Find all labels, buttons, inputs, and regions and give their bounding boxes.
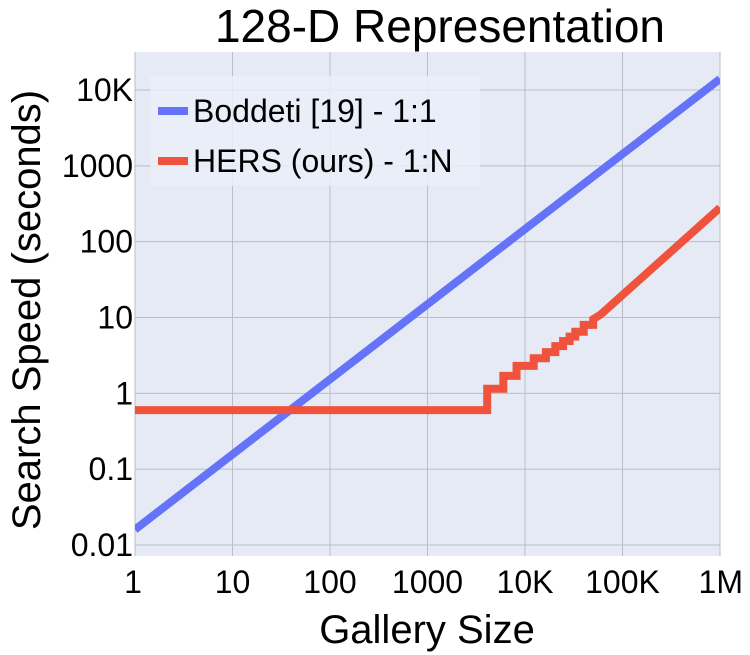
x-tick-label: 10: [215, 564, 251, 600]
series-line-2: [135, 204, 720, 415]
y-tick-labels: 0.01 0.1 1 10 100 1000 10K: [62, 72, 133, 563]
y-tick-label: 0.1: [89, 451, 133, 487]
y-tick-label: 0.01: [71, 527, 133, 563]
legend-label: Boddeti [19] - 1:1: [193, 93, 437, 129]
y-tick-label: 1000: [62, 148, 133, 184]
x-tick-label: 100: [303, 564, 356, 600]
y-axis-label: Search Speed (seconds): [5, 90, 49, 530]
series-line-1: [135, 75, 720, 533]
x-tick-label: 1: [124, 564, 142, 600]
legend-box: [150, 76, 480, 186]
legend: Boddeti [19] - 1:1 HERS (ours) - 1:N: [150, 76, 480, 186]
x-tick-label: 100K: [585, 564, 660, 600]
x-tick-label: 1000: [392, 564, 463, 600]
series-layer: [135, 75, 720, 533]
y-tick-label: 1: [115, 375, 133, 411]
x-tick-label: 10K: [497, 564, 554, 600]
x-tick-label: 1M: [699, 564, 743, 600]
chart-title: 128-D Representation: [215, 0, 665, 52]
y-tick-label: 100: [80, 224, 133, 260]
legend-label: HERS (ours) - 1:N: [193, 143, 453, 179]
y-tick-label: 10K: [76, 72, 133, 108]
x-axis-label: Gallery Size: [319, 608, 535, 652]
y-tick-label: 10: [97, 300, 133, 336]
x-tick-labels: 1 10 100 1000 10K 100K 1M: [124, 564, 743, 600]
